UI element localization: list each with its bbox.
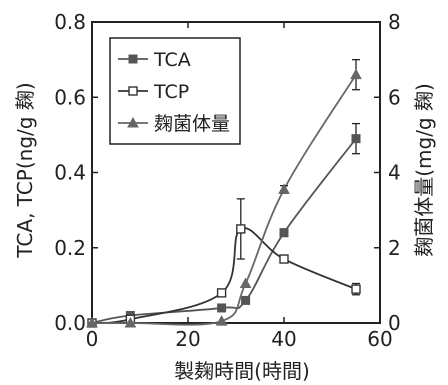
data-point	[351, 284, 361, 294]
legend-marker-1	[128, 86, 138, 96]
series-2	[86, 58, 362, 328]
y-left-tick-label: 0.8	[54, 10, 86, 34]
ticks-layer: 0 20 40 60 0.0 0.2 0.4 0.6 0.8 0 2 4 6 8	[54, 10, 401, 351]
x-axis-label: 製麹時間(時間)	[174, 359, 310, 383]
x-tick-label: 0	[86, 327, 99, 351]
legend-label-0: TCA	[153, 49, 191, 71]
data-point	[236, 224, 246, 234]
y-axis-right-label: 麹菌体量(mg/g 麹)	[412, 83, 436, 257]
data-point	[215, 315, 228, 326]
x-tick-label: 40	[271, 327, 296, 351]
x-tick-label: 20	[175, 327, 200, 351]
series-layer	[86, 58, 362, 328]
y-left-tick-label: 0.4	[54, 161, 86, 185]
data-point	[216, 288, 227, 298]
data-point	[278, 183, 290, 194]
y-right-tick-label: 4	[388, 161, 401, 185]
data-point	[279, 254, 289, 264]
y-left-tick-label: 0.2	[54, 236, 86, 260]
legend-label-1: TCP	[153, 81, 189, 103]
data-point	[217, 303, 227, 313]
x-tick-label: 60	[367, 327, 392, 351]
legend: TCA TCP 麹菌体量	[109, 37, 241, 145]
y-right-tick-label: 2	[388, 236, 401, 260]
legend-marker-2	[127, 116, 139, 128]
y-right-tick-label: 0	[388, 311, 401, 335]
data-point	[124, 316, 137, 328]
data-point	[239, 277, 252, 288]
data-point	[241, 295, 251, 305]
data-point	[351, 134, 361, 144]
data-point	[86, 316, 98, 328]
legend-marker-0	[128, 54, 138, 64]
legend-label-2: 麹菌体量	[154, 113, 230, 135]
data-point	[279, 228, 289, 238]
y-right-tick-label: 6	[388, 85, 401, 109]
y-right-tick-label: 8	[388, 10, 401, 34]
data-point	[350, 68, 362, 80]
y-axis-left-label: TCA, TCP(ng/g 麹)	[13, 82, 37, 258]
y-left-tick-label: 0.6	[54, 85, 86, 109]
y-left-tick-label: 0.0	[54, 311, 86, 335]
